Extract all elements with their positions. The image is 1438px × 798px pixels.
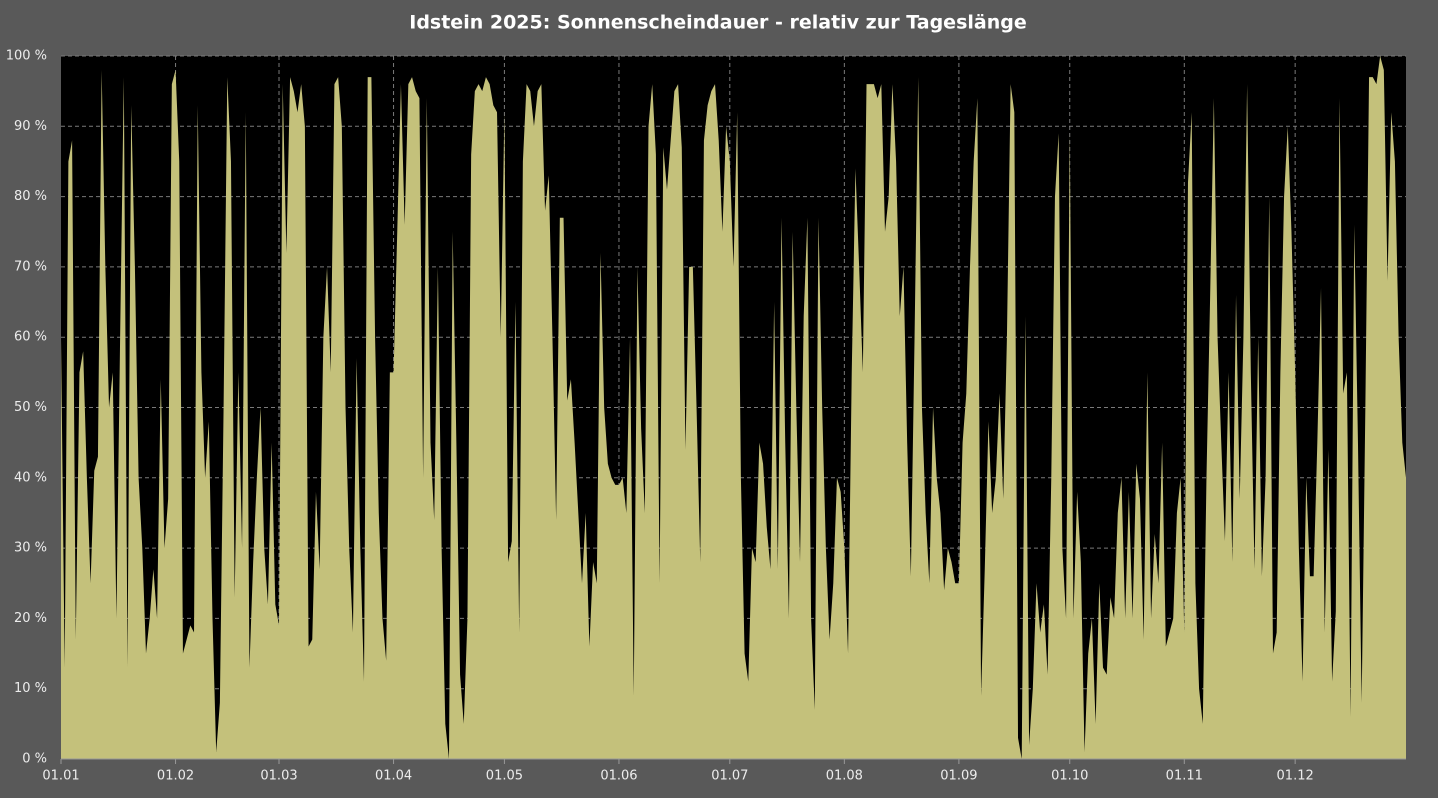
x-tick-label: 01.11	[1166, 769, 1203, 784]
y-tick-label: 70 %	[14, 259, 47, 274]
x-tick-label: 01.04	[375, 769, 412, 784]
y-tick-label: 80 %	[14, 189, 47, 204]
x-tick-label: 01.08	[826, 769, 863, 784]
x-tick-label: 01.07	[711, 769, 748, 784]
x-tick-label: 01.01	[42, 769, 79, 784]
x-tick-label: 01.06	[600, 769, 637, 784]
y-tick-label: 10 %	[14, 681, 47, 696]
y-tick-label: 30 %	[14, 541, 47, 556]
y-tick-label: 20 %	[14, 611, 47, 626]
x-tick-label: 01.02	[157, 769, 194, 784]
x-tick-label: 01.03	[260, 769, 297, 784]
y-tick-label: 100 %	[6, 49, 47, 64]
y-tick-label: 0 %	[22, 752, 47, 767]
x-tick-label: 01.05	[486, 769, 523, 784]
x-tick-label: 01.10	[1051, 769, 1088, 784]
y-tick-label: 90 %	[14, 119, 47, 134]
y-tick-label: 40 %	[14, 470, 47, 485]
y-tick-label: 50 %	[14, 400, 47, 415]
y-tick-label: 60 %	[14, 330, 47, 345]
chart-title: Idstein 2025: Sonnenscheindauer - relati…	[409, 12, 1026, 34]
x-tick-label: 01.12	[1277, 769, 1314, 784]
x-tick-label: 01.09	[940, 769, 977, 784]
area	[61, 56, 1406, 759]
